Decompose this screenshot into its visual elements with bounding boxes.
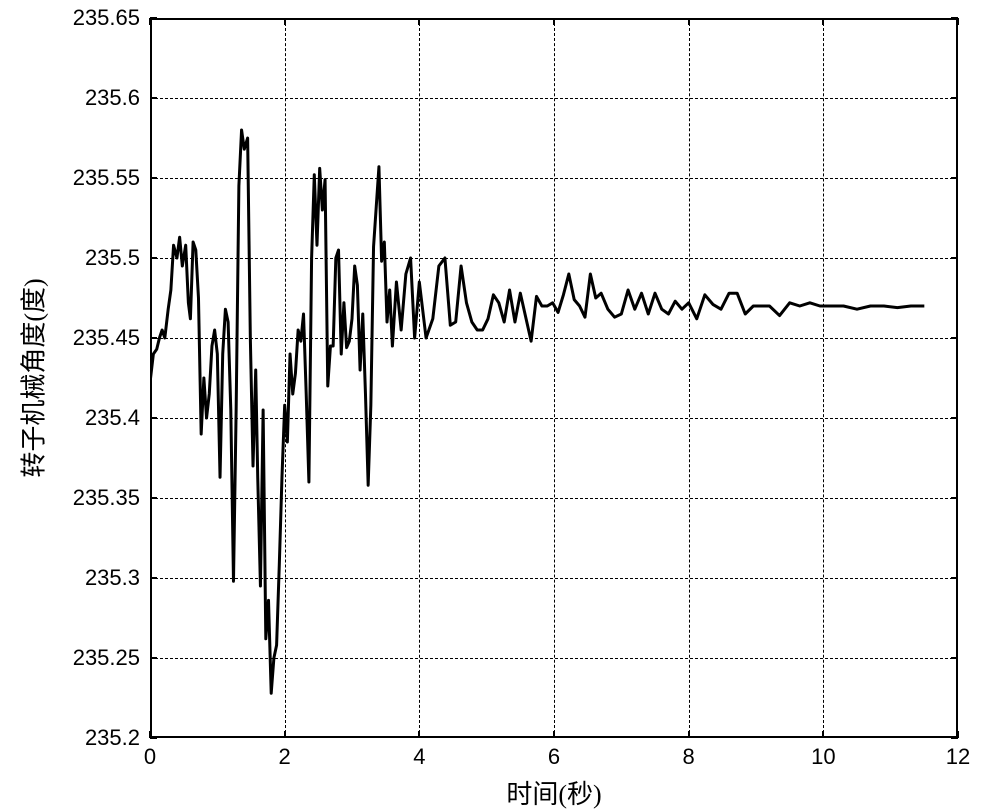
ytick-label: 235.45 [73, 325, 140, 351]
ytick-mark [951, 417, 958, 419]
ytick-mark [150, 577, 157, 579]
ytick-mark [951, 497, 958, 499]
ytick-label: 235.2 [85, 725, 140, 751]
ytick-mark [150, 257, 157, 259]
y-axis-label: 转子机械角度(度) [14, 278, 51, 477]
ytick-mark [150, 17, 157, 19]
xtick-label: 10 [811, 744, 835, 770]
xtick-label: 8 [683, 744, 695, 770]
x-axis-label: 时间(秒) [506, 774, 601, 811]
xtick-mark [553, 18, 555, 25]
xtick-label: 0 [144, 744, 156, 770]
gridline-vertical [823, 18, 824, 738]
xtick-mark [553, 731, 555, 738]
ytick-mark [951, 657, 958, 659]
ytick-mark [150, 417, 157, 419]
ytick-label: 235.25 [73, 645, 140, 671]
rotor-angle-chart: 时间(秒) 转子机械角度(度) 235.2235.25235.3235.3523… [0, 0, 1000, 807]
ytick-label: 235.35 [73, 485, 140, 511]
xtick-mark [418, 731, 420, 738]
ytick-mark [951, 337, 958, 339]
gridline-vertical [419, 18, 420, 738]
xtick-mark [284, 18, 286, 25]
ytick-mark [150, 497, 157, 499]
ytick-label: 235.65 [73, 5, 140, 31]
ytick-mark [150, 337, 157, 339]
ytick-mark [951, 97, 958, 99]
ytick-label: 235.6 [85, 85, 140, 111]
xtick-mark [149, 18, 151, 25]
xtick-label: 4 [413, 744, 425, 770]
xtick-mark [284, 731, 286, 738]
xtick-mark [688, 731, 690, 738]
xtick-mark [957, 18, 959, 25]
xtick-mark [957, 731, 959, 738]
gridline-vertical [285, 18, 286, 738]
ytick-mark [150, 737, 157, 739]
ytick-mark [951, 577, 958, 579]
xtick-label: 12 [946, 744, 970, 770]
ytick-mark [150, 177, 157, 179]
gridline-vertical [554, 18, 555, 738]
xtick-label: 2 [279, 744, 291, 770]
ytick-mark [951, 257, 958, 259]
ytick-label: 235.4 [85, 405, 140, 431]
plot-area [150, 18, 958, 738]
xtick-label: 6 [548, 744, 560, 770]
ytick-mark [951, 177, 958, 179]
xtick-mark [149, 731, 151, 738]
ytick-label: 235.55 [73, 165, 140, 191]
xtick-mark [418, 18, 420, 25]
ytick-label: 235.5 [85, 245, 140, 271]
xtick-mark [822, 731, 824, 738]
ytick-mark [150, 657, 157, 659]
xtick-mark [822, 18, 824, 25]
ytick-label: 235.3 [85, 565, 140, 591]
xtick-mark [688, 18, 690, 25]
ytick-mark [150, 97, 157, 99]
gridline-vertical [689, 18, 690, 738]
